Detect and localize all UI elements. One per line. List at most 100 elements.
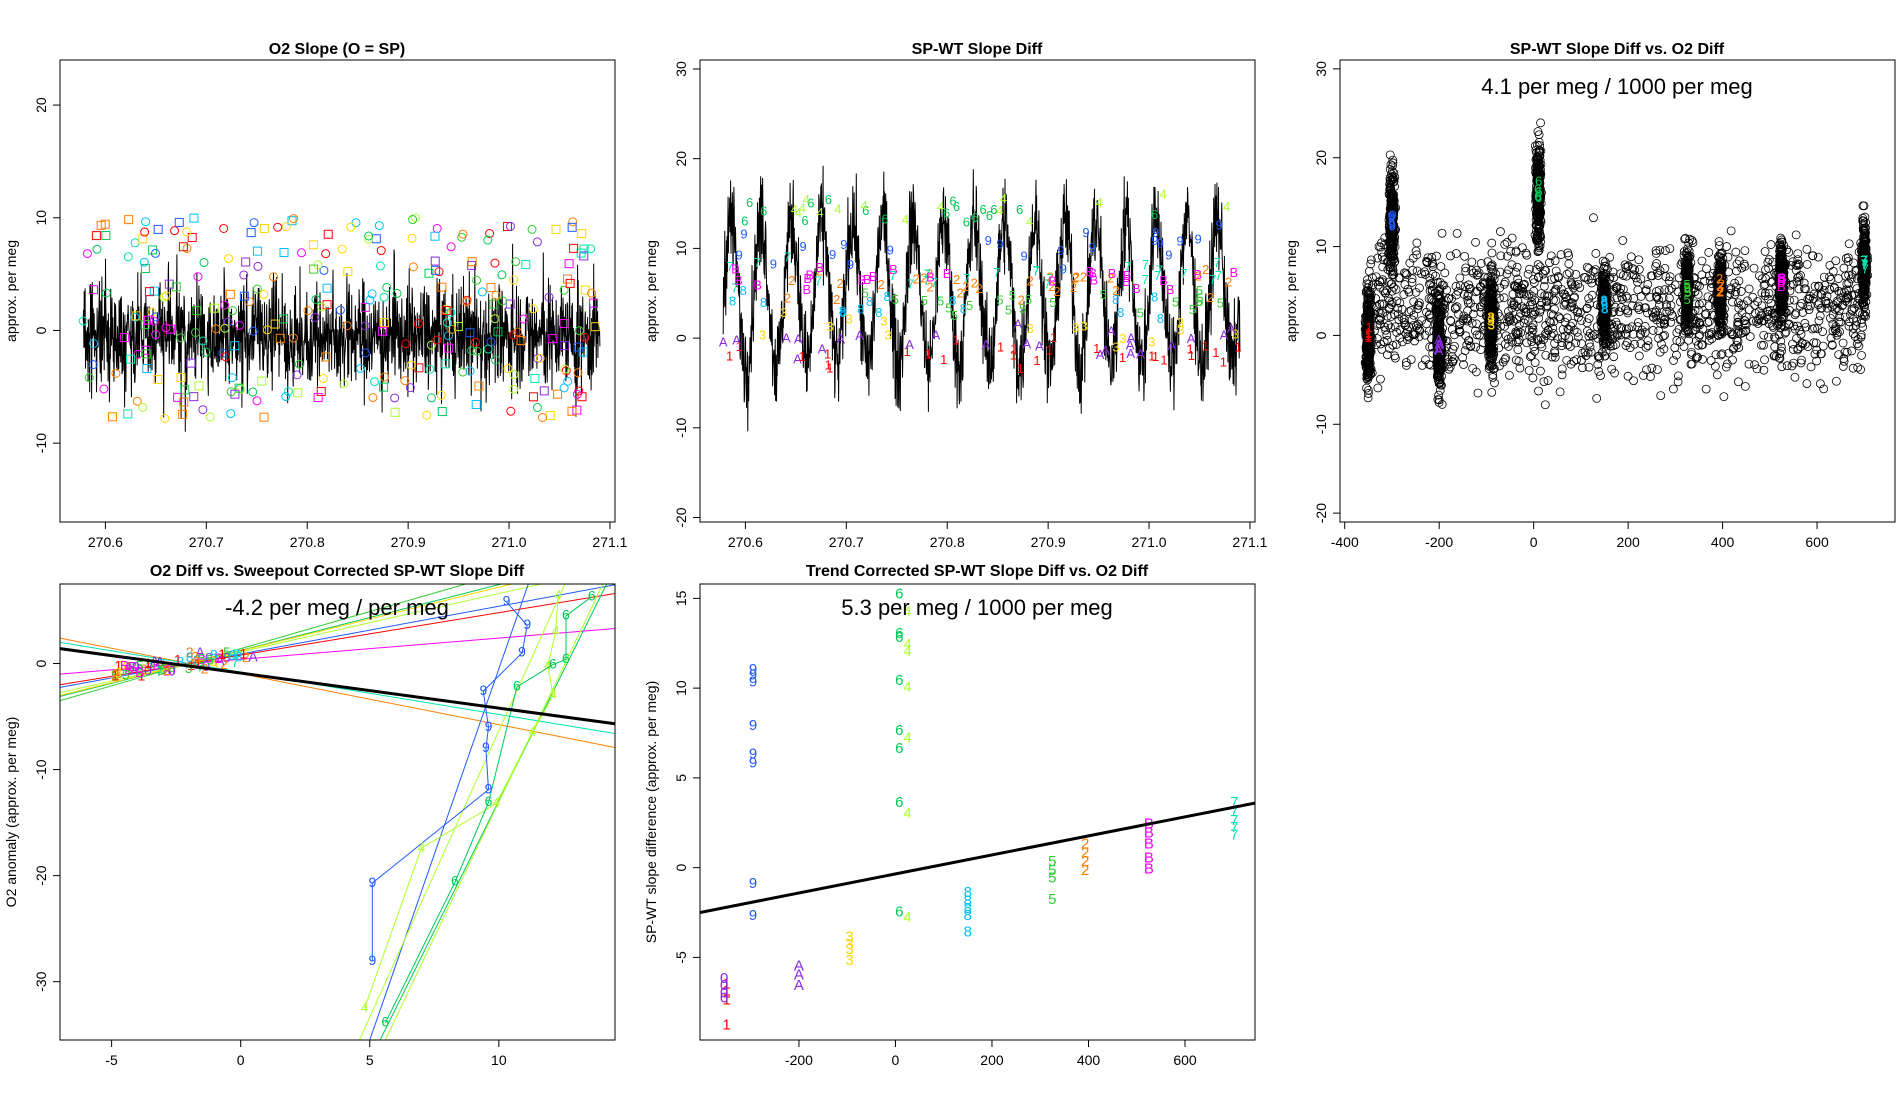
p2-marker-label: 1 bbox=[903, 344, 910, 359]
p2-marker-label: 2 bbox=[1107, 271, 1114, 286]
p2-marker-label: 7 bbox=[1209, 272, 1216, 287]
p3-point bbox=[1496, 251, 1506, 261]
p3-point bbox=[1454, 309, 1463, 319]
p1-marker-square bbox=[279, 248, 289, 258]
p2-marker-label: 9 bbox=[996, 237, 1003, 252]
p2-marker-label: 9 bbox=[829, 247, 836, 262]
p3-point bbox=[1796, 270, 1805, 280]
p2-xtick-label: 270.8 bbox=[930, 534, 965, 550]
p3-point bbox=[1636, 274, 1646, 284]
p2-marker-label: 5 bbox=[966, 298, 973, 313]
p4-series-label: 9 bbox=[368, 952, 376, 968]
p3-point bbox=[1704, 329, 1714, 338]
p3-cluster-point bbox=[1435, 319, 1445, 329]
p3-point bbox=[1752, 364, 1762, 374]
p2-marker-label: B bbox=[858, 273, 867, 288]
p2-marker-label: 7 bbox=[1033, 263, 1040, 278]
p1-marker-circle bbox=[82, 249, 92, 259]
p2-marker-label: 5 bbox=[921, 293, 928, 308]
p1-marker-circle bbox=[317, 302, 327, 312]
p1-marker-square bbox=[309, 264, 319, 274]
p1-marker-circle bbox=[101, 288, 111, 298]
p2-marker-label: 6 bbox=[963, 215, 970, 230]
p2-xtick-label: 270.9 bbox=[1031, 534, 1066, 550]
p1-marker-circle bbox=[509, 370, 519, 380]
p3-point bbox=[1757, 311, 1767, 321]
p2-marker-label: 7 bbox=[1044, 277, 1051, 292]
p1-marker-square bbox=[141, 349, 151, 359]
p3-point bbox=[1460, 251, 1470, 261]
p1-marker-square bbox=[125, 354, 135, 364]
p1-ytick-label: 10 bbox=[33, 210, 49, 226]
p3-cluster-point bbox=[1485, 276, 1495, 286]
p3-cluster-point bbox=[1434, 338, 1444, 347]
p2-marker-label: 5 bbox=[996, 292, 1003, 307]
p5-fit-line bbox=[700, 801, 1255, 914]
p2-marker-label: 2 bbox=[1080, 270, 1087, 285]
p3-point bbox=[1621, 305, 1630, 314]
p3-cluster-point bbox=[1434, 398, 1444, 407]
p3-point bbox=[1504, 342, 1513, 351]
p2-marker-label: 8 bbox=[866, 294, 873, 309]
p1-marker-square bbox=[239, 291, 249, 301]
p3-point bbox=[1752, 317, 1761, 326]
p3-point bbox=[1831, 376, 1841, 386]
p3-point bbox=[1570, 292, 1579, 302]
p1-marker-circle bbox=[191, 328, 201, 338]
p3-point bbox=[1680, 233, 1690, 243]
p3-point bbox=[1641, 342, 1651, 352]
p3-cluster-point bbox=[1716, 256, 1726, 266]
p1-marker-circle bbox=[111, 368, 121, 378]
p3-cluster-point bbox=[1387, 195, 1397, 204]
p2-marker-label: 6 bbox=[943, 205, 950, 220]
p3-point bbox=[1750, 300, 1760, 310]
p3-cluster-point bbox=[1364, 340, 1374, 349]
p4-axes: -5 0 5 10-30-20-100 bbox=[33, 659, 507, 1068]
p1-marker-circle bbox=[472, 275, 482, 285]
p1-marker-square bbox=[502, 221, 512, 231]
p3-point bbox=[1399, 315, 1409, 324]
p3-point bbox=[1853, 334, 1863, 344]
p2-marker-label: 5 bbox=[1049, 295, 1056, 310]
p1-marker-square bbox=[521, 260, 531, 270]
p3-point bbox=[1380, 288, 1390, 298]
p1-marker-circle bbox=[99, 384, 109, 394]
p4-series-label: 9 bbox=[503, 593, 511, 609]
p3-point bbox=[1851, 321, 1861, 330]
p3-xtick-label: 200 bbox=[1616, 534, 1640, 550]
p3-cluster-point bbox=[1488, 353, 1497, 363]
p3-point bbox=[1656, 391, 1666, 401]
p3-cluster-label: A bbox=[1436, 336, 1445, 351]
p3-point bbox=[1401, 320, 1411, 330]
p2-marker-label: 7 bbox=[815, 274, 822, 289]
p3-point bbox=[1698, 354, 1707, 364]
p1-marker-circle bbox=[289, 214, 299, 224]
p2-ylabel: approx. per meg bbox=[643, 240, 659, 342]
p3-cluster-point bbox=[1364, 372, 1374, 382]
p3-cluster-label: 1 bbox=[1365, 329, 1372, 344]
p2-marker-label: 1 bbox=[1046, 343, 1053, 358]
p2-marker-label: 4 bbox=[860, 198, 867, 213]
p3-cluster-point bbox=[1600, 272, 1610, 282]
p1-marker-circle bbox=[219, 223, 229, 233]
p3-point bbox=[1825, 285, 1835, 294]
p3-point bbox=[1643, 280, 1653, 289]
p3-point bbox=[1834, 312, 1844, 322]
p3-point bbox=[1622, 271, 1631, 281]
p1-marker-circle bbox=[446, 242, 456, 252]
p3-point bbox=[1804, 305, 1814, 314]
p3-point bbox=[1722, 242, 1731, 251]
p3-cluster-point bbox=[1435, 386, 1445, 395]
p1-marker-square bbox=[173, 392, 183, 402]
p3-cluster-point bbox=[1388, 200, 1398, 210]
p3-point bbox=[1459, 311, 1469, 321]
p5-point-label: 3 bbox=[845, 952, 853, 969]
p2-marker-label: 7 bbox=[1047, 271, 1054, 286]
p3-cluster-point bbox=[1487, 358, 1496, 368]
p5-series-layer: 111110000AAA33338888855552222BBBBB777779… bbox=[700, 586, 1255, 1034]
p1-marker-square bbox=[560, 341, 570, 351]
p3-cluster-label: 8 bbox=[1601, 295, 1608, 310]
p2-marker-label: 4 bbox=[817, 205, 824, 220]
